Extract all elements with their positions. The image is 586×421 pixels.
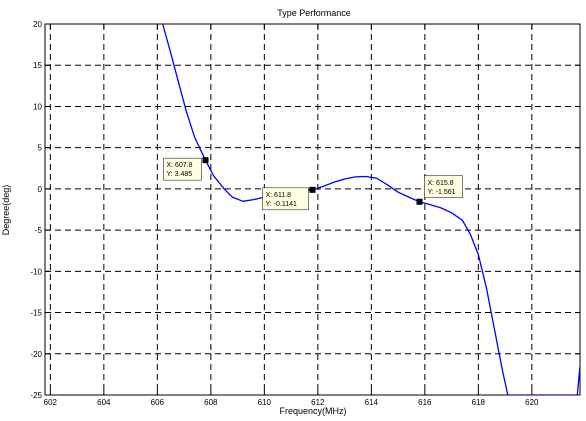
datatip-box (262, 187, 309, 211)
datatip-marker (202, 157, 209, 164)
x-tick-label: 616 (418, 398, 432, 407)
x-tick-label: 608 (204, 398, 218, 407)
x-tick-label: 614 (365, 398, 379, 407)
y-tick-label: -25 (30, 391, 42, 400)
y-tick-label: -15 (30, 309, 42, 318)
chart-title: Type Performance (277, 8, 351, 18)
datatip-y-label: Y: -1.561 (428, 189, 456, 196)
y-tick-label: 15 (33, 61, 42, 70)
grid (45, 23, 580, 396)
y-tick-label: 10 (33, 102, 42, 111)
x-tick-label: 604 (97, 398, 111, 407)
y-tick-label: -5 (35, 226, 43, 235)
datatip-box (163, 157, 202, 181)
series-line (162, 24, 580, 395)
y-tick-label: -20 (30, 350, 42, 359)
x-tick-label: 610 (258, 398, 272, 407)
datatip-x-label: X: 607.8 (167, 162, 193, 169)
y-axis-label: Degree(deg) (1, 185, 11, 236)
plot-area (44, 23, 581, 396)
datatip-x-label: X: 611.8 (266, 192, 292, 199)
y-tick-label: -10 (30, 267, 42, 276)
x-tick-label: 602 (44, 398, 58, 407)
y-tick-label: 20 (33, 20, 42, 29)
x-tick-label: 612 (311, 398, 325, 407)
series-layer (162, 24, 580, 395)
x-tick-label: 620 (525, 398, 539, 407)
datatip-box (424, 175, 463, 199)
y-tick-label: 0 (38, 185, 43, 194)
x-axis-label: Frequency(MHz) (279, 406, 346, 416)
datatip-y-label: Y: -0.1141 (266, 201, 298, 208)
x-tick-label: 606 (151, 398, 165, 407)
datatip-y-label: Y: 3.485 (167, 171, 193, 178)
x-tick-label: 618 (472, 398, 486, 407)
datatips: X: 607.8 Y: 3.485 X: 611.8 Y: -0.1141 X: 615… (163, 157, 463, 211)
y-tick-label: 5 (38, 144, 43, 153)
datatip-marker (416, 198, 423, 205)
axis-ticks: 602 604 606 608 610 612 614 616 618 620 -25 -20 -15 -… (30, 20, 580, 407)
datatip-marker (309, 186, 316, 193)
datatip-x-label: X: 615.8 (428, 180, 454, 187)
